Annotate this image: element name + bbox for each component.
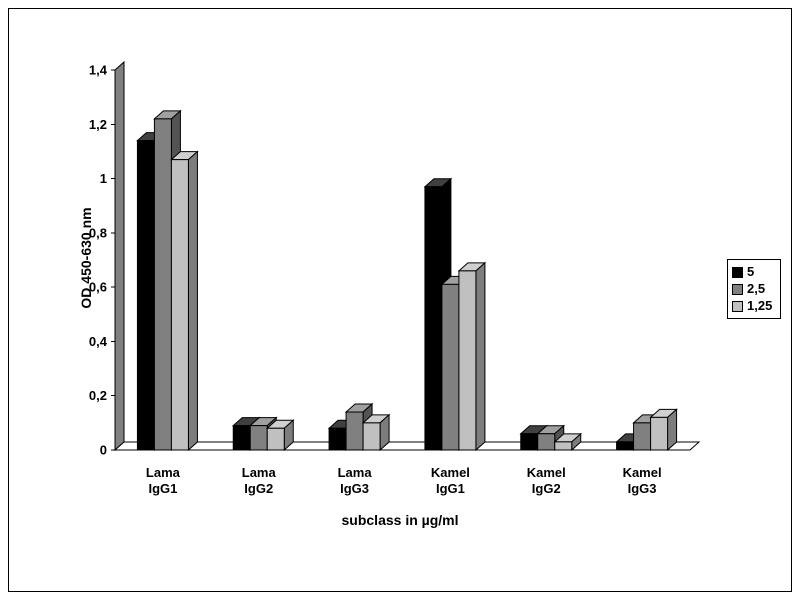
legend-label: 1,25 (747, 298, 773, 313)
legend-swatch (732, 266, 743, 278)
bar-front (441, 283, 460, 451)
legend: 5 2,5 1,25 (727, 259, 782, 319)
chart-floor (113, 441, 701, 451)
category-label-line1: Kamel (527, 465, 566, 480)
x-axis-title: subclass in µg/ml (341, 512, 459, 528)
category-label-line2: IgG2 (244, 481, 273, 496)
category-label-line2: IgG3 (340, 481, 369, 496)
bar-front (520, 433, 539, 451)
y-tick-label: 0,6 (89, 280, 107, 295)
y-tick-label: 1,2 (89, 117, 107, 132)
category-label-line2: IgG3 (628, 481, 657, 496)
category-label-line1: Lama (338, 465, 373, 480)
bar-side (475, 261, 486, 452)
bar-front (232, 425, 251, 451)
bar-front (170, 159, 189, 451)
category-label-line1: Lama (242, 465, 277, 480)
chart-wall (114, 60, 125, 452)
bar-front (537, 433, 556, 451)
bar-front (266, 427, 285, 451)
bar-front (249, 425, 268, 451)
legend-item: 2,5 (732, 282, 772, 296)
y-tick-label: 1 (100, 171, 107, 186)
y-tick-label: 0 (100, 443, 107, 458)
bar-front (633, 422, 652, 451)
bar-front (136, 140, 155, 451)
category-label-line2: IgG2 (532, 481, 561, 496)
y-tick-label: 0,4 (89, 334, 108, 349)
bar-front (328, 427, 347, 451)
bar-front (362, 422, 381, 451)
bar-front (650, 416, 669, 451)
y-tick-label: 1,4 (89, 63, 108, 78)
y-tick-label: 0,8 (89, 225, 107, 240)
legend-item: 5 (732, 265, 772, 279)
legend-swatch (732, 283, 743, 295)
legend-item: 1,25 (732, 299, 772, 313)
legend-label: 2,5 (747, 281, 766, 296)
bar-front (424, 186, 443, 451)
y-axis-title: OD 450-630 nm (78, 207, 94, 309)
bar-front (554, 441, 573, 451)
bar-front (345, 411, 364, 451)
y-tick-label: 0,2 (89, 388, 107, 403)
category-label-line1: Lama (146, 465, 181, 480)
category-label-line2: IgG1 (436, 481, 465, 496)
bar-side (187, 150, 198, 452)
bar-front (153, 118, 172, 451)
bar-front (616, 441, 635, 451)
legend-label: 5 (747, 264, 755, 279)
legend-swatch (732, 300, 743, 312)
category-label-line2: IgG1 (148, 481, 177, 496)
bar-front (458, 270, 477, 451)
category-label-line1: Kamel (431, 465, 470, 480)
category-label-line1: Kamel (623, 465, 662, 480)
